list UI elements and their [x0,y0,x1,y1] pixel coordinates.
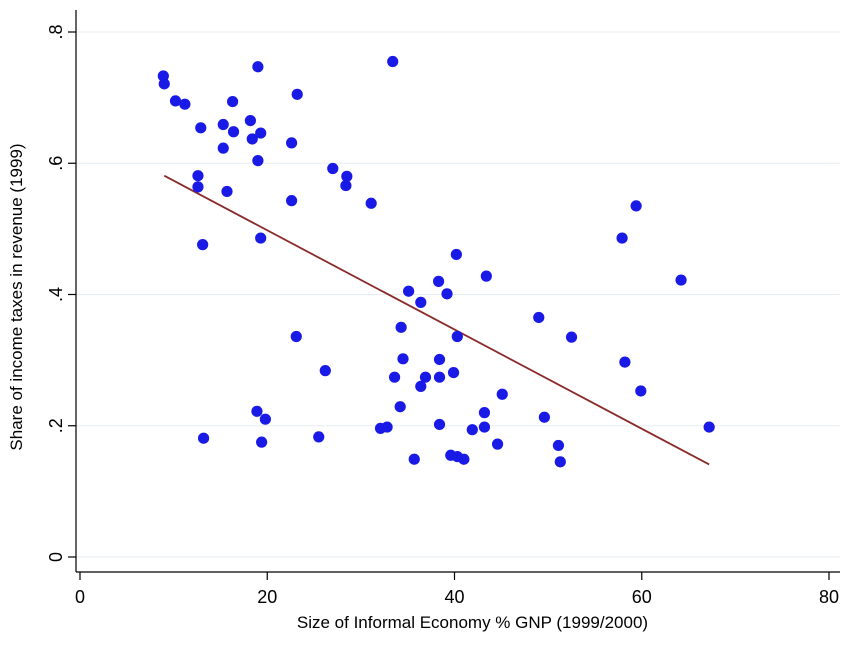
x-tick-label: 20 [257,587,277,607]
data-point [179,98,191,110]
data-point [327,162,339,175]
data-point [291,88,303,100]
y-tick-label: .6 [46,156,66,171]
data-point [221,185,233,198]
axes: 0 20 40 60 80 0 .2 .4 .6 .8 [46,10,840,607]
data-point [619,356,631,368]
data-point [255,232,267,244]
data-point [458,453,470,465]
x-tick-label: 0 [75,587,85,607]
data-point [251,405,263,417]
data-point [395,321,407,333]
data-point [552,439,565,452]
data-point [340,179,352,192]
data-point [313,431,325,443]
data-point [397,353,409,365]
data-point [195,122,207,134]
data-point [491,438,504,450]
data-point [432,275,445,287]
data-point [635,385,647,397]
data-point [450,248,462,261]
data-point [192,170,204,182]
fit-line [163,174,710,466]
data-point [246,133,258,145]
data-point [565,331,578,343]
data-point [381,421,393,433]
data-point [197,239,209,251]
data-point [554,456,566,468]
fit-line-group [163,174,710,466]
data-point [244,114,256,127]
data-point [478,421,491,433]
data-point [227,95,239,108]
y-tick-label: .4 [46,287,66,302]
data-point [433,418,446,431]
data-point [394,401,406,413]
y-tick-label: 0 [46,552,66,562]
x-tick-label: 40 [444,587,464,607]
data-point [252,61,264,73]
data-point [252,155,264,167]
data-point [419,371,432,383]
data-point [197,432,210,444]
data-point [616,232,628,244]
y-tick-label: .8 [46,24,66,39]
data-point [675,274,687,286]
data-point [158,78,170,90]
data-point [538,411,550,423]
data-point [341,170,353,182]
data-point [319,365,331,377]
y-axis-label: Share of income taxes in revenue (1999) [7,143,26,450]
data-point [480,270,492,282]
data-point [415,296,427,308]
data-point [441,288,453,300]
data-point [703,421,715,433]
data-point [433,371,446,383]
data-point [169,95,182,107]
data-point [227,126,240,138]
data-point [415,380,427,392]
data-point [259,413,271,425]
data-point [388,371,401,383]
data-point [365,197,377,209]
data-point [285,137,298,149]
data-point [408,453,420,465]
data-point [403,285,415,297]
data-point [255,127,267,139]
data-point [387,55,399,68]
data-point [192,181,204,193]
data-point [630,200,642,212]
data-point [447,366,460,379]
data-point [217,118,229,131]
y-tick-label: .2 [46,418,66,433]
data-point [285,195,298,207]
x-tick-label: 60 [632,587,652,607]
data-point [533,311,545,324]
data-point [290,330,302,343]
data-point [496,388,508,400]
data-point [478,407,491,419]
data-point [433,353,446,366]
data-point [466,424,478,436]
x-axis-label: Size of Informal Economy % GNP (1999/200… [297,613,648,632]
data-point [451,330,463,343]
x-tick-label: 80 [819,587,839,607]
data-point [256,436,268,448]
data-points [157,55,715,468]
data-point [217,142,229,154]
